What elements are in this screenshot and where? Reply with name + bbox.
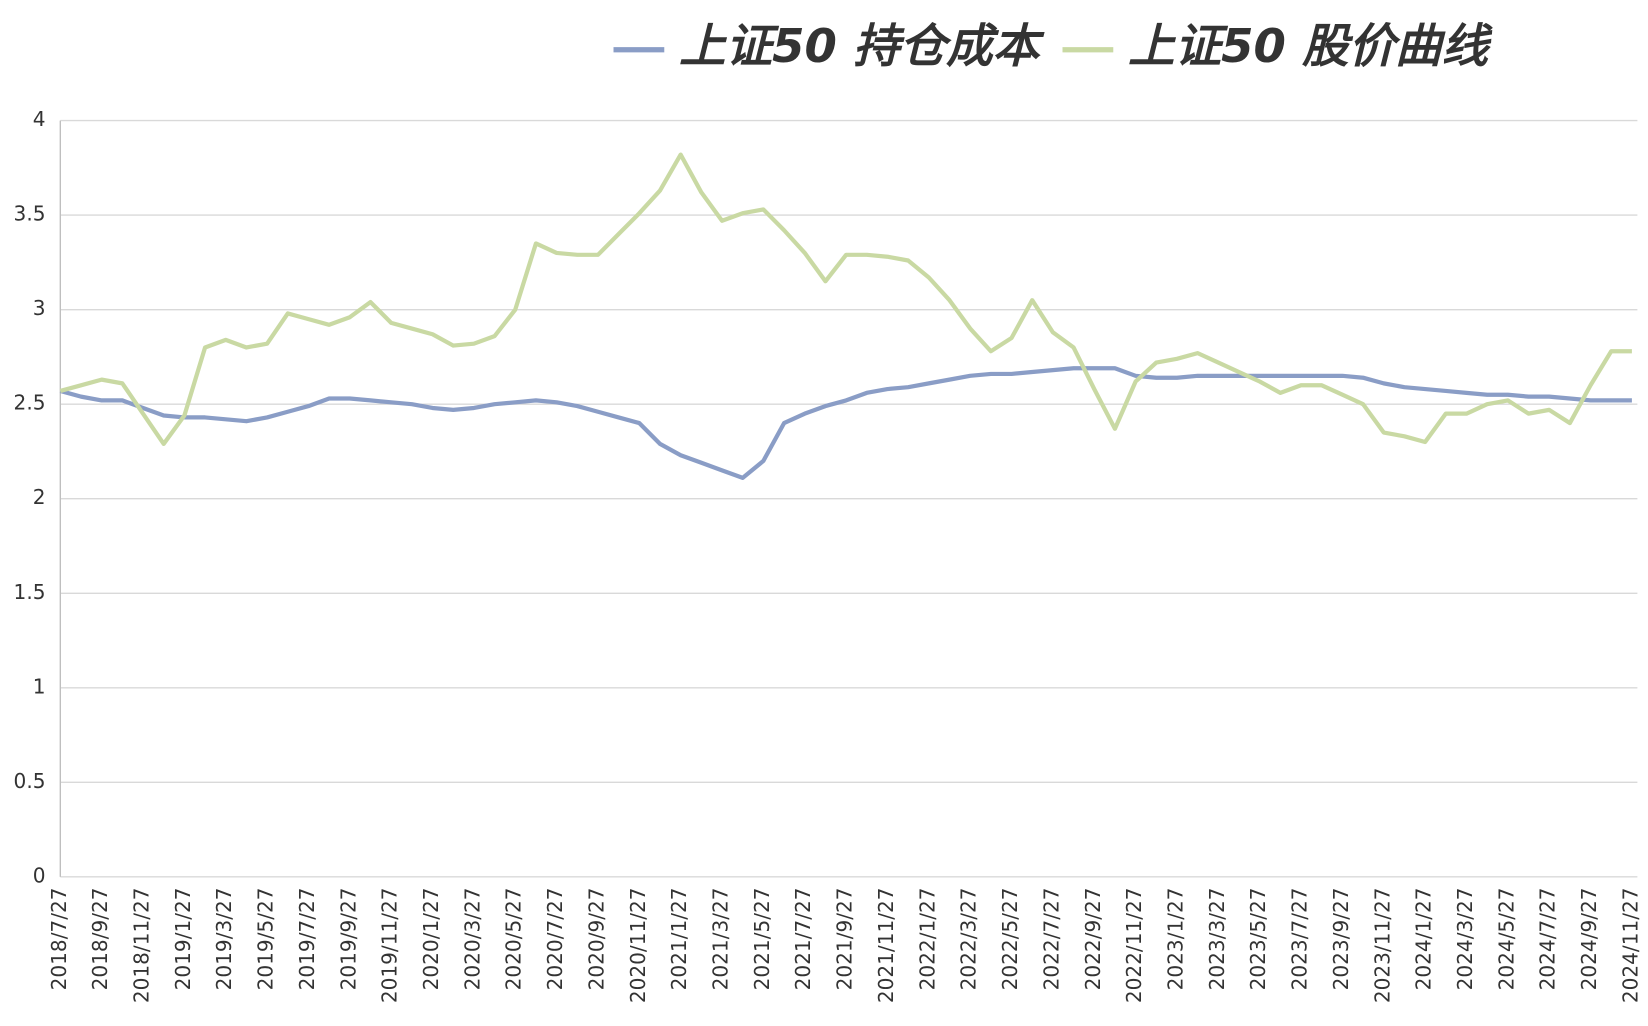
- x-tick-label: 2019/1/27: [171, 887, 195, 990]
- x-tick-label: 2021/9/27: [833, 887, 857, 990]
- x-tick-label: 2018/7/27: [47, 887, 71, 990]
- x-tick-label: 2022/3/27: [957, 887, 981, 990]
- series-line: [59, 366, 1632, 481]
- x-tick-label: 2020/3/27: [460, 887, 484, 990]
- x-tick-label: 2023/7/27: [1288, 887, 1312, 990]
- x-tick-label: 2020/1/27: [419, 887, 443, 990]
- x-tick-label: 2018/9/27: [88, 887, 112, 990]
- y-tick-label: 4: [33, 107, 46, 131]
- x-tick-label: 2020/7/27: [543, 887, 567, 990]
- x-tick-label: 2024/1/27: [1412, 887, 1436, 990]
- x-tick-label: 2020/5/27: [502, 887, 526, 990]
- y-tick-label: 3: [33, 296, 46, 320]
- y-tick-label: 2.5: [14, 391, 46, 415]
- y-tick-label: 0: [33, 863, 46, 887]
- series-line: [59, 152, 1632, 447]
- x-tick-label: 2019/5/27: [254, 887, 278, 990]
- x-tick-label: 2019/7/27: [295, 887, 319, 990]
- x-tick-label: 2022/11/27: [1122, 887, 1146, 1003]
- y-tick-label: 2: [33, 485, 46, 509]
- x-tick-label: 2021/11/27: [874, 887, 898, 1003]
- y-tick-label: 3.5: [14, 202, 46, 226]
- x-tick-label: 2021/1/27: [667, 887, 691, 990]
- x-tick-label: 2024/11/27: [1618, 887, 1642, 1003]
- x-tick-label: 2024/7/27: [1536, 887, 1560, 990]
- y-tick-label: 1: [33, 674, 46, 698]
- x-tick-label: 2023/1/27: [1163, 887, 1187, 990]
- legend-label: 上证50 持仓成本: [679, 19, 1045, 73]
- x-tick-label: 2019/9/27: [336, 887, 360, 990]
- x-tick-label: 2020/11/27: [626, 887, 650, 1003]
- x-tick-label: 2024/3/27: [1453, 887, 1477, 990]
- x-tick-label: 2024/5/27: [1494, 887, 1518, 990]
- x-tick-label: 2021/5/27: [750, 887, 774, 990]
- x-tick-label: 2018/11/27: [130, 887, 154, 1003]
- legend-label: 上证50 股价曲线: [1128, 19, 1494, 73]
- x-tick-label: 2020/9/27: [584, 887, 608, 990]
- x-tick-label: 2019/11/27: [378, 887, 402, 1003]
- x-tick-label: 2019/3/27: [212, 887, 236, 990]
- x-tick-label: 2023/3/27: [1205, 887, 1229, 990]
- x-tick-label: 2023/9/27: [1329, 887, 1353, 990]
- y-tick-label: 0.5: [14, 769, 46, 793]
- x-tick-label: 2022/9/27: [1081, 887, 1105, 990]
- x-tick-label: 2022/5/27: [998, 887, 1022, 990]
- x-tick-label: 2024/9/27: [1577, 887, 1601, 990]
- x-tick-label: 2021/7/27: [791, 887, 815, 990]
- x-tick-label: 2022/1/27: [915, 887, 939, 990]
- y-tick-label: 1.5: [14, 580, 46, 604]
- x-tick-label: 2021/3/27: [709, 887, 733, 990]
- x-tick-label: 2023/11/27: [1370, 887, 1394, 1003]
- x-tick-label: 2023/5/27: [1246, 887, 1270, 990]
- x-tick-label: 2022/7/27: [1039, 887, 1063, 990]
